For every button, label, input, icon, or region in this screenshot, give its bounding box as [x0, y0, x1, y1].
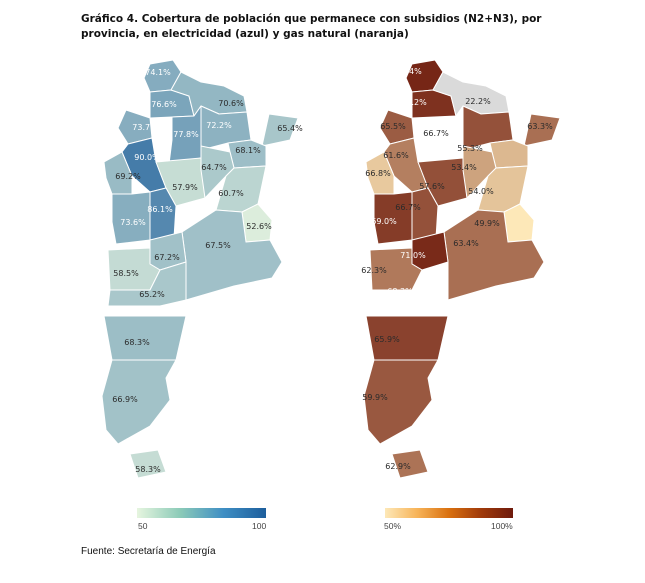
electricity-legend-bar — [137, 508, 266, 518]
electricity-province-label: 90.0% — [134, 153, 160, 162]
gas-legend-bar — [385, 508, 513, 518]
gas-province-19 — [363, 359, 439, 445]
gas-province-label: 57.6% — [419, 182, 445, 191]
gas-province-label: 66.7% — [423, 129, 449, 138]
electricity-province-label: 67.2% — [154, 253, 180, 262]
chart-title: Gráfico 4. Cobertura de población que pe… — [81, 13, 542, 40]
electricity-province-label: 77.8% — [173, 130, 199, 139]
gas-province-9 — [417, 157, 468, 207]
gas-province-label: 71.0% — [400, 251, 426, 260]
electricity-province-label: 65.4% — [277, 124, 303, 133]
gas-province-tdf — [391, 449, 429, 479]
gas-province-label: 66.8% — [365, 169, 391, 178]
electricity-province-label: 86.1% — [147, 205, 173, 214]
electricity-province-label: 74.1% — [145, 68, 171, 77]
gas-province-label: 68.3% — [387, 287, 413, 296]
electricity-province-label: 58.3% — [135, 465, 161, 474]
gas-legend-min: 50% — [384, 521, 402, 531]
electricity-province-label: 65.2% — [139, 290, 165, 299]
electricity-province-label: 52.6% — [246, 222, 272, 231]
gas-province-label: 65.5% — [380, 122, 406, 131]
electricity-province-label: 73.6% — [120, 218, 146, 227]
gas-province-label: 53.4% — [451, 163, 477, 172]
gas-province-label: 65.9% — [374, 335, 400, 344]
electricity-province-label: 67.5% — [205, 241, 231, 250]
electricity-province-label: 64.7% — [201, 163, 227, 172]
electricity-province-10 — [155, 157, 206, 207]
electricity-province-label: 73.7% — [132, 123, 158, 132]
electricity-province-label: 68.1% — [235, 146, 261, 155]
electricity-province-label: 66.9% — [112, 395, 138, 404]
gas-province-label: 22.2% — [465, 97, 491, 106]
gas-province-label: 62.9% — [385, 462, 411, 471]
electricity-province-6 — [261, 113, 299, 147]
gas-province-17 — [369, 247, 423, 291]
electricity-province-label: 69.2% — [115, 172, 141, 181]
electricity-province-label: 58.5% — [113, 269, 139, 278]
electricity-province-label: 57.9% — [172, 183, 198, 192]
gas-province-5 — [523, 113, 561, 147]
gas-province-label: 63.4% — [453, 239, 479, 248]
gas-province-label: 69.0% — [371, 217, 397, 226]
source-note: Fuente: Secretaría de Energía — [81, 546, 216, 557]
gas-province-label: 70.2% — [401, 98, 427, 107]
electricity-legend-min: 50 — [138, 521, 148, 531]
electricity-province-label: 72.2% — [206, 121, 232, 130]
electricity-province-label: 60.7% — [218, 189, 244, 198]
electricity-map: 74.1% 76.6% 70.6% 73.7% 77.8% 72.2% 65.4% 90.0%… — [101, 59, 303, 479]
gas-province-15 — [443, 209, 545, 301]
gas-province-label: 66.7% — [395, 203, 421, 212]
gas-province-14 — [503, 203, 535, 243]
electricity-province-label: 76.6% — [151, 100, 177, 109]
gas-province-label: 61.6% — [383, 151, 409, 160]
gas-province-label: 54.0% — [468, 187, 494, 196]
electricity-legend-max: 100 — [252, 521, 267, 531]
gas-map: 71.4% 70.2% 22.2% 65.5% 66.7% 63.3% 61.6% 55.3%… — [361, 59, 561, 479]
electricity-province-label: 70.6% — [218, 99, 244, 108]
gas-province-label: 49.9% — [474, 219, 500, 228]
gas-province-7 — [489, 139, 529, 169]
gas-province-label: 55.3% — [457, 144, 483, 153]
gas-province-label: 71.4% — [396, 67, 422, 76]
electricity-province-19 — [107, 261, 187, 307]
gas-province-label: 59.9% — [362, 393, 388, 402]
electricity-province-label: 68.3% — [124, 338, 150, 347]
gas-province-label: 63.3% — [527, 122, 553, 131]
electricity-province-22 — [129, 449, 167, 479]
gas-legend-max: 100% — [491, 521, 513, 531]
gas-province-label: 62.3% — [361, 266, 387, 275]
electricity-province-21 — [101, 359, 177, 445]
